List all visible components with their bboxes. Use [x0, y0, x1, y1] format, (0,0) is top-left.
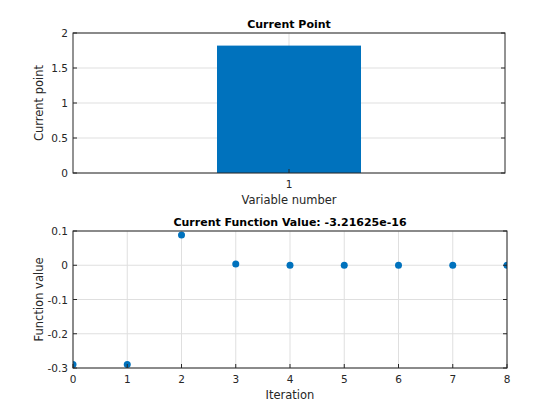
tick — [501, 103, 505, 104]
tick — [289, 169, 290, 173]
tick-label: -0.1 — [48, 294, 69, 306]
grid-line — [127, 231, 128, 368]
bar — [217, 46, 361, 173]
x-axis-label: Variable number — [241, 193, 336, 207]
chart: -0.3 -0.2 -0.1 0 0.1 0 1 2 3 4 5 6 7 8 Current Functio… — [32, 216, 511, 402]
tick — [73, 173, 77, 174]
tick — [127, 364, 128, 368]
tick — [73, 68, 77, 69]
tick — [503, 231, 507, 232]
tick-label: 0 — [61, 167, 68, 179]
tick-label: 2 — [61, 27, 68, 39]
tick — [503, 333, 507, 334]
point — [504, 262, 508, 269]
tick-label: 1 — [124, 373, 131, 385]
x-axis-label: Iteration — [266, 388, 315, 402]
tick — [73, 333, 77, 334]
grid-line — [398, 231, 399, 368]
plot-area — [73, 231, 507, 368]
tick-label: 0 — [61, 259, 68, 271]
axes-frame — [73, 33, 505, 173]
y-axis-label: Current point — [32, 64, 46, 141]
plot-area — [73, 33, 505, 173]
tick-label: 0 — [70, 373, 77, 385]
point — [73, 361, 77, 368]
tick — [73, 265, 77, 266]
tick — [503, 368, 507, 369]
title: Current Point — [247, 18, 331, 31]
y-axis-label: Function value — [32, 258, 46, 342]
point — [124, 361, 131, 368]
tick-label: 0.5 — [51, 132, 68, 144]
point — [449, 262, 456, 269]
grid-line — [181, 231, 182, 368]
grid-line — [344, 231, 345, 368]
tick-label: 5 — [341, 373, 348, 385]
tick — [73, 368, 77, 369]
tick — [501, 68, 505, 69]
tick — [73, 364, 74, 368]
data-group — [73, 232, 507, 368]
tick-label: 8 — [504, 373, 511, 385]
tick-label: 1 — [61, 97, 68, 109]
tick-label: 3 — [232, 373, 239, 385]
tick — [501, 173, 505, 174]
tick-label: 1.5 — [51, 62, 68, 74]
tick — [344, 364, 345, 368]
tick-label: 4 — [287, 373, 294, 385]
point — [395, 262, 402, 269]
data-group — [217, 46, 361, 173]
grid-line — [235, 231, 236, 368]
tick — [73, 299, 77, 300]
tick — [501, 138, 505, 139]
grid-line — [290, 231, 291, 368]
tick-label: 1 — [286, 178, 293, 190]
tick — [507, 364, 508, 368]
tick — [398, 364, 399, 368]
tick-label: 0.1 — [51, 225, 68, 237]
tick — [503, 265, 507, 266]
tick — [73, 103, 77, 104]
tick-label: 2 — [178, 373, 185, 385]
tick-label: -0.3 — [48, 362, 69, 374]
tick — [73, 231, 77, 232]
tick — [503, 299, 507, 300]
point — [232, 260, 239, 267]
point — [178, 232, 185, 239]
tick-label: 7 — [449, 373, 456, 385]
tick — [235, 364, 236, 368]
background — [0, 0, 560, 420]
point — [341, 262, 348, 269]
tick — [181, 364, 182, 368]
figure: 0 0.5 1 1.5 2 1 Current Point Variable number Cu… — [0, 0, 560, 420]
tick — [501, 33, 505, 34]
axes-frame — [73, 231, 507, 368]
title: Current Function Value: -3.21625e-16 — [173, 216, 407, 229]
tick — [452, 364, 453, 368]
tick — [73, 138, 77, 139]
tick-label: 6 — [395, 373, 402, 385]
chart: 0 0.5 1 1.5 2 1 Current Point Variable number Cu… — [32, 18, 505, 207]
tick — [290, 364, 291, 368]
grid-line — [452, 231, 453, 368]
point — [287, 262, 294, 269]
tick-label: -0.2 — [48, 328, 69, 340]
tick — [73, 33, 77, 34]
